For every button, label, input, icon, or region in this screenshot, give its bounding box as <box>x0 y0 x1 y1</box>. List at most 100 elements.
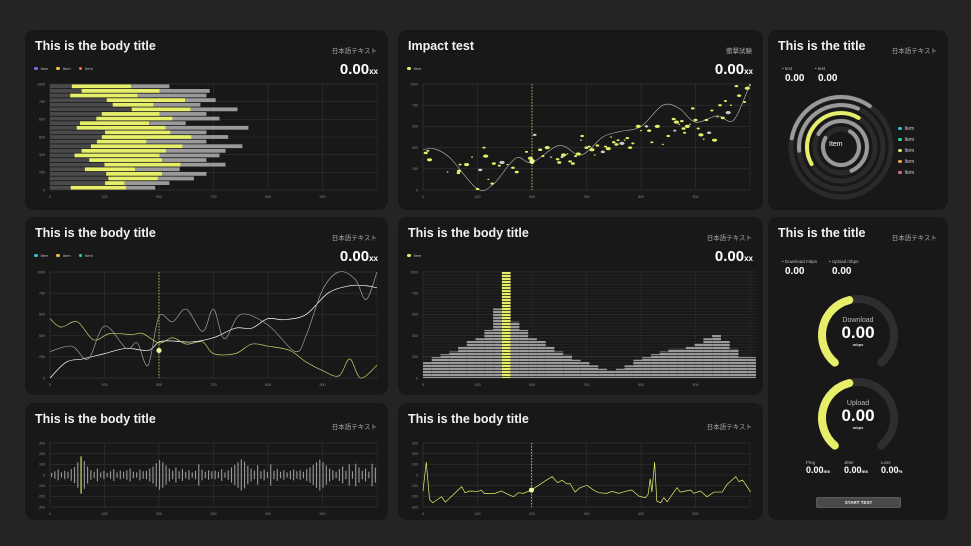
scatter-point[interactable] <box>683 131 687 134</box>
scatter-point[interactable] <box>619 141 625 145</box>
histogram-bar[interactable] <box>712 334 721 378</box>
scatter-point[interactable] <box>704 118 709 122</box>
legend-item[interactable]: Item <box>898 145 914 156</box>
scatter-point[interactable] <box>710 109 714 112</box>
bar-segment[interactable] <box>90 144 183 149</box>
scatter-point[interactable] <box>644 125 649 128</box>
bar-segment[interactable] <box>50 181 106 185</box>
bar-segment[interactable] <box>124 181 170 185</box>
scatter-chart[interactable]: 0 100 500 700 800 900 0 250 500 500 750 1000 <box>398 30 763 210</box>
scatter-point[interactable] <box>680 119 684 123</box>
bar-segment[interactable] <box>50 158 90 162</box>
bar-segment[interactable] <box>182 144 243 149</box>
cursor-marker[interactable] <box>156 347 162 354</box>
bar-segment[interactable] <box>105 130 171 135</box>
scatter-point[interactable] <box>587 145 591 148</box>
scatter-point[interactable] <box>711 138 718 142</box>
histogram-bar[interactable] <box>729 348 739 378</box>
histogram-bar[interactable] <box>720 340 730 378</box>
scatter-point[interactable] <box>673 129 677 132</box>
scatter-point[interactable] <box>689 123 692 125</box>
scatter-point[interactable] <box>616 139 620 142</box>
bar-segment[interactable] <box>131 84 170 89</box>
scatter-point[interactable] <box>499 160 505 165</box>
waveform-chart[interactable]: 0 100 200 300 400 500 300 200 100 0 -100 -200 -300 <box>25 403 388 520</box>
bar-segment[interactable] <box>170 130 207 135</box>
ring-arc[interactable] <box>816 119 869 173</box>
histogram-bar[interactable] <box>458 346 467 378</box>
bar-segment[interactable] <box>50 171 107 176</box>
bar-segment[interactable] <box>166 148 226 153</box>
bar-segment[interactable] <box>112 102 154 107</box>
bar-segment[interactable] <box>185 98 216 103</box>
scatter-point[interactable] <box>426 158 433 162</box>
bar-segment[interactable] <box>79 121 150 126</box>
signal-line-chart[interactable]: 0 100 200 300 400 500 300 200 100 0 -100 -200 -300 <box>398 403 763 520</box>
series-line[interactable] <box>49 284 378 379</box>
scatter-point[interactable] <box>600 150 605 154</box>
bar-segment[interactable] <box>50 144 91 149</box>
legend-item[interactable]: Item <box>56 253 71 258</box>
legend-item[interactable]: Item <box>898 123 914 134</box>
scatter-point[interactable] <box>635 124 641 128</box>
bar-segment[interactable] <box>50 176 109 181</box>
bar-segment[interactable] <box>106 98 186 103</box>
scatter-point[interactable] <box>696 127 700 130</box>
bar-segment[interactable] <box>135 167 180 172</box>
signal-line[interactable] <box>422 461 751 504</box>
scatter-point[interactable] <box>550 156 553 158</box>
bar-segment[interactable] <box>81 148 167 153</box>
histogram-bar[interactable] <box>484 329 494 378</box>
bar-segment[interactable] <box>157 176 194 181</box>
scatter-point[interactable] <box>593 154 596 156</box>
scatter-point[interactable] <box>684 124 690 128</box>
multi-line-chart[interactable]: 0 100 500 700 800 900 0 250 500 500 750 1000 <box>25 217 388 395</box>
series-line[interactable] <box>49 318 378 379</box>
ring-arc[interactable] <box>789 95 872 141</box>
bar-segment[interactable] <box>50 121 80 126</box>
scatter-point[interactable] <box>497 164 501 167</box>
legend-item[interactable]: Item <box>898 167 914 178</box>
bar-segment[interactable] <box>50 125 77 130</box>
bar-segment[interactable] <box>74 153 160 158</box>
histogram-bar[interactable] <box>633 359 643 378</box>
scatter-point[interactable] <box>595 144 600 147</box>
legend-item[interactable]: Item <box>56 66 71 71</box>
scatter-point[interactable] <box>734 85 739 88</box>
histogram-bar[interactable] <box>650 354 660 378</box>
scatter-point[interactable] <box>742 101 747 103</box>
histogram-bar[interactable] <box>501 272 511 378</box>
bar-segment[interactable] <box>84 167 136 172</box>
bar-segment[interactable] <box>126 185 156 190</box>
scatter-point[interactable] <box>723 100 728 102</box>
scatter-point[interactable] <box>541 155 545 158</box>
bar-segment[interactable] <box>50 112 102 116</box>
bar-segment[interactable] <box>101 135 192 139</box>
bar-segment[interactable] <box>50 102 113 107</box>
legend-item[interactable]: Item <box>78 253 93 258</box>
scatter-point[interactable] <box>611 141 616 144</box>
scatter-point[interactable] <box>471 156 474 158</box>
scatter-point[interactable] <box>654 124 660 128</box>
bar-segment[interactable] <box>172 116 220 121</box>
scatter-point[interactable] <box>560 156 564 159</box>
cursor-marker[interactable] <box>528 487 535 493</box>
bar-segment[interactable] <box>162 158 207 162</box>
scatter-point[interactable] <box>718 104 722 107</box>
scatter-point[interactable] <box>568 160 572 163</box>
bar-segment[interactable] <box>50 98 107 103</box>
bar-segment[interactable] <box>50 130 106 135</box>
bar-segment[interactable] <box>131 107 191 112</box>
bar-segment[interactable] <box>146 139 207 144</box>
scatter-point[interactable] <box>647 129 652 132</box>
bar-segment[interactable] <box>50 84 72 89</box>
scatter-point[interactable] <box>532 133 537 136</box>
scatter-point[interactable] <box>482 146 486 149</box>
cursor-marker[interactable] <box>529 158 535 164</box>
histogram-bar[interactable] <box>440 354 450 378</box>
scatter-point[interactable] <box>487 178 490 181</box>
histogram-bar[interactable] <box>563 354 572 378</box>
scatter-point[interactable] <box>524 150 529 153</box>
histogram-bar[interactable] <box>571 359 581 378</box>
scatter-point[interactable] <box>458 163 462 166</box>
